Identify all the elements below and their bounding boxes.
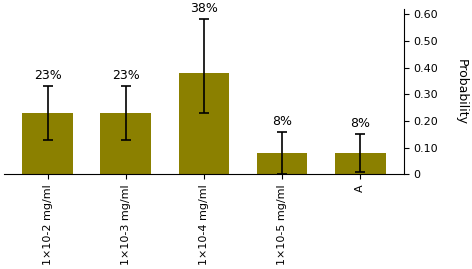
Text: 23%: 23% [112,69,140,82]
Bar [101,113,151,174]
Text: 38%: 38% [190,2,218,16]
Text: 8%: 8% [350,117,370,130]
Bar [22,113,73,174]
Text: 8%: 8% [272,115,292,128]
Text: 23%: 23% [34,69,61,82]
Bar [257,153,307,174]
Y-axis label: Probability: Probability [455,59,468,125]
Bar [178,73,229,174]
Bar [335,153,386,174]
